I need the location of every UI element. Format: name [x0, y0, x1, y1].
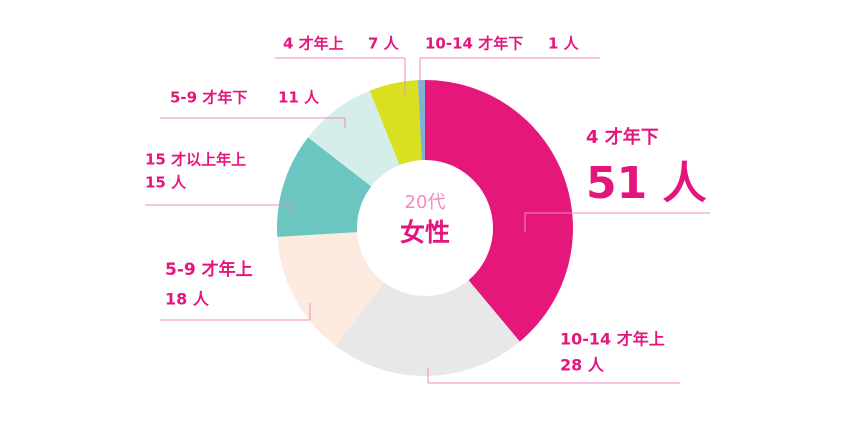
value-label: 15 人	[145, 174, 187, 192]
category-label: 4 才年上	[283, 35, 344, 53]
donut-segment	[276, 137, 372, 237]
category-label: 4 才年下	[586, 126, 659, 148]
donut-segment	[335, 280, 520, 376]
donut-segment	[417, 80, 425, 161]
value-label: 7 人	[368, 35, 400, 53]
value-label: 28 人	[560, 356, 605, 375]
category-label: 15 才以上年上	[145, 151, 246, 169]
category-label: 5-9 才年下	[170, 89, 247, 107]
value-label: 51 人	[586, 158, 707, 209]
value-label: 11 人	[278, 89, 320, 107]
donut-segment	[425, 80, 573, 342]
value-label: 1 人	[548, 35, 580, 53]
donut-segment	[308, 90, 400, 187]
donut-segment	[369, 80, 422, 165]
category-label: 10-14 才年上	[560, 330, 665, 349]
value-label: 18 人	[165, 290, 210, 309]
chart-title: 女性	[400, 218, 450, 247]
chart-subtitle: 20代	[405, 192, 446, 213]
category-label: 5-9 才年上	[165, 259, 253, 280]
donut-segment	[277, 232, 384, 347]
category-label: 10-14 才年下	[425, 35, 523, 53]
